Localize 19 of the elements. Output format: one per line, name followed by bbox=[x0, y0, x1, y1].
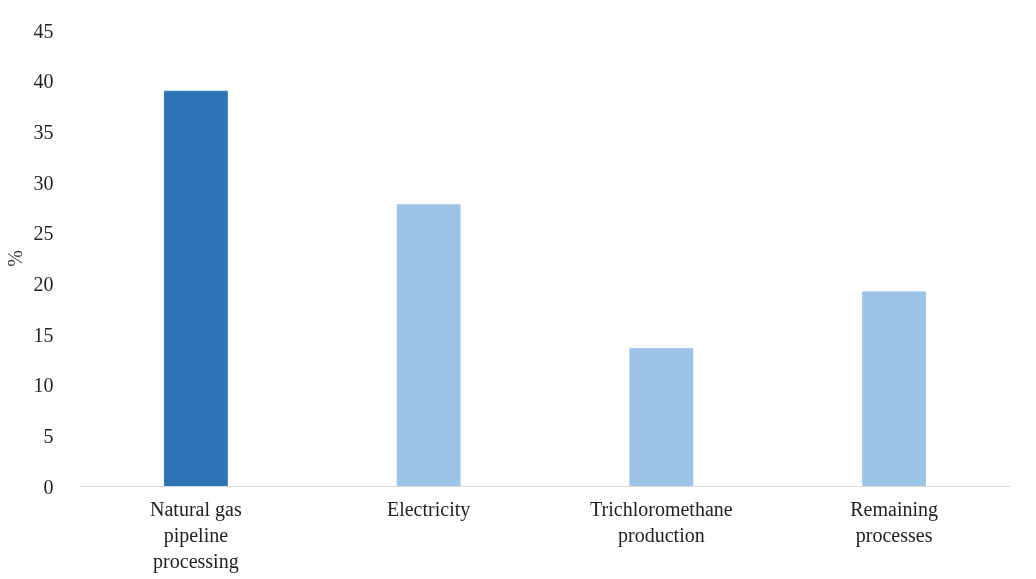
y-tick-label: 5 bbox=[43, 424, 54, 447]
y-tick-label: 0 bbox=[43, 475, 54, 498]
y-tick-label: 10 bbox=[33, 374, 54, 397]
bar bbox=[396, 204, 461, 487]
y-tick-label: 35 bbox=[33, 120, 54, 143]
x-tick-label: Natural gas pipeline processing bbox=[150, 497, 242, 574]
y-tick-label: 20 bbox=[33, 272, 54, 295]
bar bbox=[862, 291, 927, 487]
bar bbox=[629, 348, 694, 487]
x-tick-label: Trichloromethane production bbox=[590, 497, 733, 547]
y-tick-label: 40 bbox=[33, 70, 54, 93]
x-tick-label: Remaining processes bbox=[850, 497, 939, 547]
y-tick-label: 15 bbox=[33, 323, 54, 346]
y-tick-label: 30 bbox=[33, 171, 54, 194]
y-axis-title: % bbox=[3, 250, 26, 267]
y-tick-label: 45 bbox=[33, 19, 54, 42]
y-tick-label: 25 bbox=[33, 222, 54, 245]
bar bbox=[163, 90, 228, 487]
x-tick-label: Electricity bbox=[386, 497, 471, 521]
